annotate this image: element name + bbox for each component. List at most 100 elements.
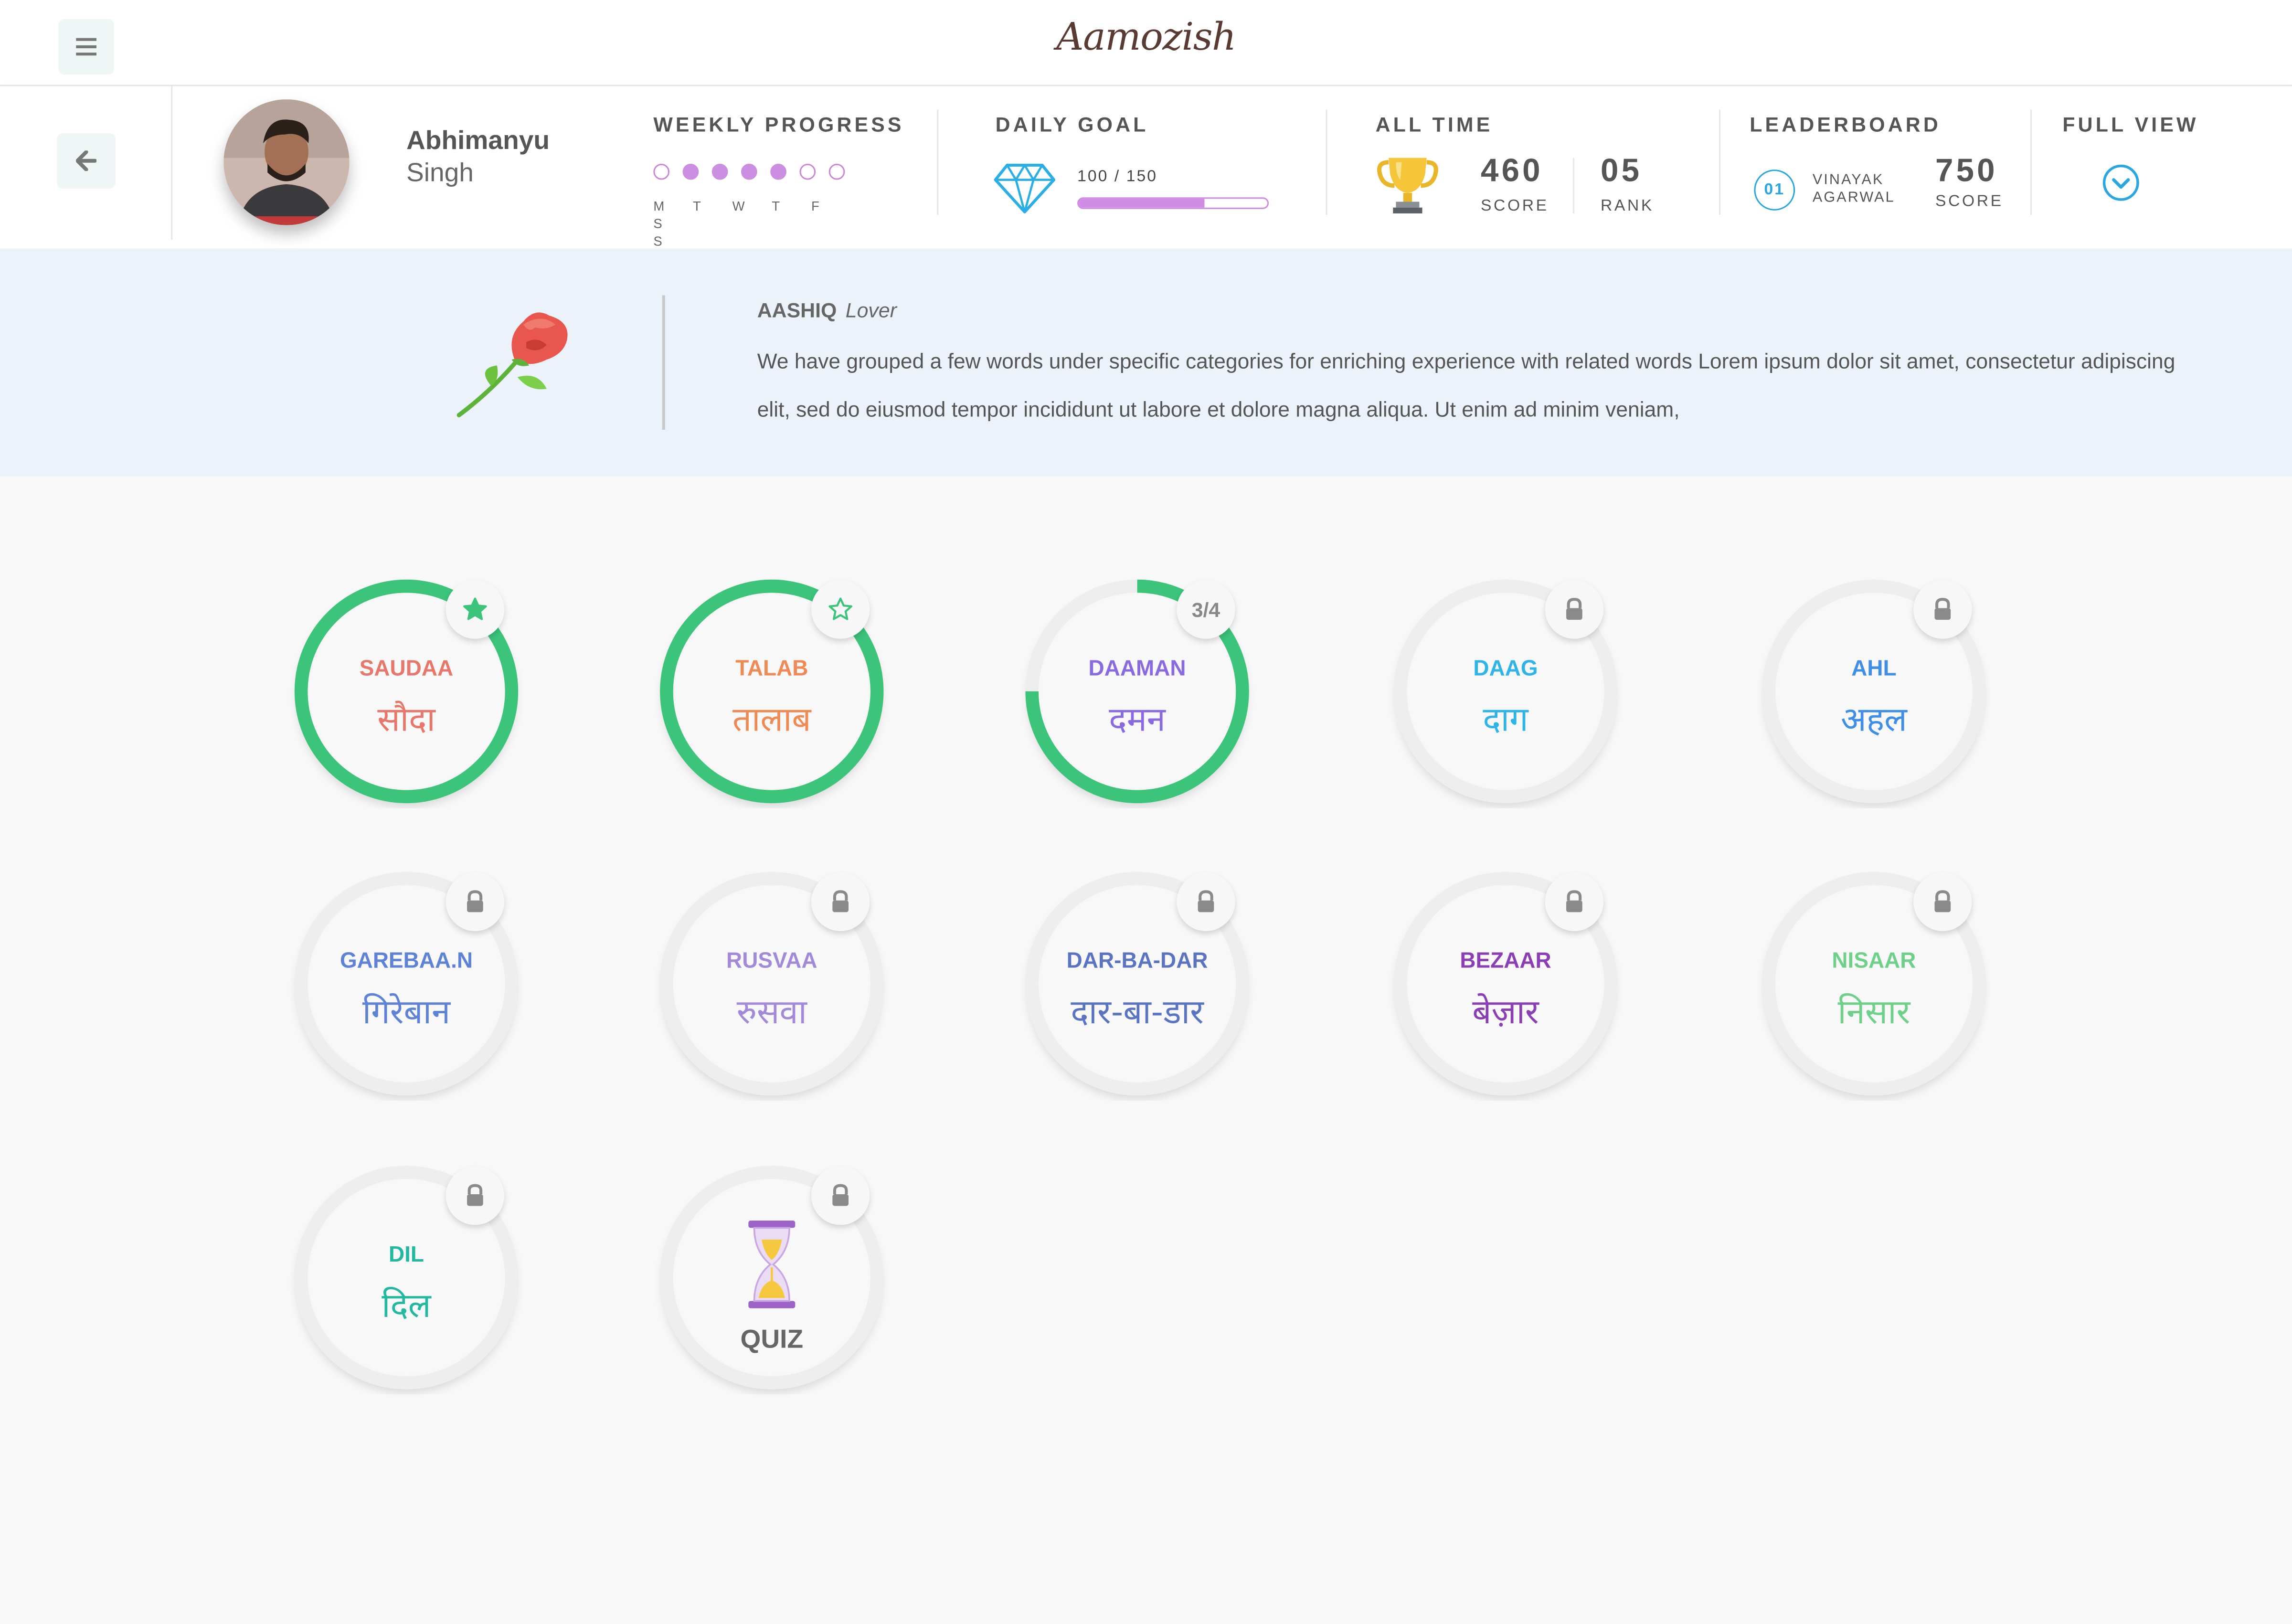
progress-ring-fill (294, 579, 519, 804)
word-card-garebaa-n[interactable]: GAREBAA.N गिरेबान (289, 867, 523, 1101)
word-card-dil[interactable]: DIL दिल (289, 1161, 523, 1395)
weekly-progress-title: WEEKLY PROGRESS (653, 112, 904, 136)
weekly-progress-day-letter: S (653, 216, 662, 231)
word-latin: DIL (388, 1242, 424, 1268)
word-devanagari: सौदा (377, 701, 435, 740)
quiz-card[interactable]: QUIZ (655, 1161, 889, 1395)
word-latin: TALAB (735, 656, 808, 681)
word-devanagari: तालाब (732, 701, 811, 740)
daily-goal-progress-fill (1079, 199, 1205, 208)
word-devanagari: दमन (1109, 701, 1166, 740)
full-view-title: FULL VIEW (2062, 112, 2199, 136)
chevron-down-icon[interactable] (2102, 164, 2140, 202)
progress-ring (1025, 872, 1249, 1096)
weekly-progress-dot (741, 163, 757, 180)
star-badge (446, 580, 505, 639)
weekly-progress-day-letter: F (811, 199, 819, 213)
leader-first-name: VINAYAK (1812, 172, 1884, 189)
progress-ring (294, 579, 519, 804)
lock-icon (832, 890, 849, 913)
lock-icon (467, 890, 483, 913)
progress-fraction-text: 3/4 (1191, 598, 1220, 622)
lock-badge (1913, 872, 1972, 931)
progress-ring (660, 872, 884, 1096)
weekly-progress-dot (799, 163, 816, 180)
word-card-ahl[interactable]: AHL अहल (1757, 574, 1991, 808)
leaderboard-title: LEADERBOARD (1750, 112, 1941, 136)
divider (2030, 109, 2032, 215)
all-time-rank-label: RANK (1601, 197, 1654, 215)
weekly-progress-dot (770, 163, 786, 180)
divider (171, 86, 173, 240)
divider (1572, 158, 1574, 213)
daily-goal-value: 100 / 150 (1077, 168, 1158, 186)
weekly-progress-dot (711, 163, 728, 180)
rose-icon (456, 312, 568, 417)
lock-badge (811, 1166, 870, 1225)
word-latin: SAUDAA (359, 656, 454, 681)
lock-icon (1934, 598, 1951, 620)
word-latin: DAR-BA-DAR (1066, 948, 1208, 974)
hourglass-icon (748, 1221, 796, 1308)
lock-icon (1198, 890, 1214, 913)
word-card-daag[interactable]: DAAG दाग (1389, 574, 1623, 808)
category-name: AASHIQ (757, 298, 837, 322)
progress-ring (1393, 579, 1618, 804)
user-photo-icon (223, 99, 350, 225)
hamburger-icon (76, 38, 97, 56)
star-outline-badge (811, 580, 870, 639)
progress-ring (1762, 579, 1986, 804)
back-button[interactable] (57, 133, 116, 189)
lock-badge (1545, 872, 1604, 931)
lock-badge (1913, 580, 1972, 639)
lock-badge (1545, 580, 1604, 639)
all-time-rank: 05 (1601, 152, 1643, 189)
progress-ring (1025, 579, 1249, 804)
weekly-progress-dot (653, 163, 670, 180)
progress-ring (294, 872, 519, 1096)
lock-icon (832, 1184, 849, 1206)
progress-fraction-badge: 3/4 (1177, 580, 1235, 639)
word-card-nisaar[interactable]: NISAAR निसार (1757, 867, 1991, 1101)
daily-goal-title: DAILY GOAL (995, 112, 1149, 136)
all-time-score-label: SCORE (1480, 197, 1549, 215)
word-card-rusvaa[interactable]: RUSVAA रुसवा (655, 867, 889, 1101)
category-description: We have grouped a few words under specif… (757, 350, 2175, 423)
lock-badge (1177, 872, 1235, 931)
word-latin: DAAG (1473, 656, 1538, 681)
user-last-name: Singh (406, 158, 474, 187)
word-devanagari: निसार (1837, 994, 1910, 1032)
daily-goal-progress-bar (1077, 197, 1269, 209)
word-latin: DAAMAN (1088, 656, 1186, 681)
app-logo: Aamozish (1056, 16, 1236, 60)
word-card-daaman[interactable]: DAAMAN दमन 3/4 (1020, 574, 1254, 808)
weekly-progress-day-letter: W (732, 199, 745, 213)
leaderboard-leader-name[interactable]: VINAYAK AGARWAL (1813, 172, 1895, 207)
word-card-dar-ba-dar[interactable]: DAR-BA-DAR दार-बा-डार (1020, 867, 1254, 1101)
diamond-icon (994, 163, 1056, 213)
lock-icon (467, 1184, 483, 1206)
word-latin: BEZAAR (1460, 948, 1551, 974)
word-devanagari: अहल (1840, 701, 1907, 740)
word-latin: GAREBAA.N (340, 948, 473, 974)
star-filled-icon (463, 597, 487, 620)
quiz-label: QUIZ (740, 1324, 804, 1354)
divider (1326, 109, 1327, 215)
word-card-saudaa[interactable]: SAUDAA सौदा (289, 574, 523, 808)
leaderboard-score: 750 (1935, 152, 1998, 189)
word-card-talab[interactable]: TALAB तालाब (655, 574, 889, 808)
word-devanagari: दार-बा-डार (1071, 994, 1204, 1032)
weekly-progress-day-letter: T (772, 199, 780, 213)
weekly-progress-dots (653, 163, 845, 180)
menu-button[interactable] (58, 19, 114, 75)
divider (937, 109, 939, 215)
leaderboard-score-label: SCORE (1935, 193, 2004, 211)
weekly-progress-day-letter: T (693, 199, 701, 213)
word-card-bezaar[interactable]: BEZAAR बेज़ार (1389, 867, 1623, 1101)
divider (1719, 109, 1721, 215)
weekly-progress-days: M T W T F S S (653, 197, 887, 250)
progress-ring-fill (660, 579, 884, 804)
avatar[interactable] (223, 99, 350, 225)
word-latin: RUSVAA (726, 948, 817, 974)
word-devanagari: गिरेबान (362, 994, 451, 1032)
